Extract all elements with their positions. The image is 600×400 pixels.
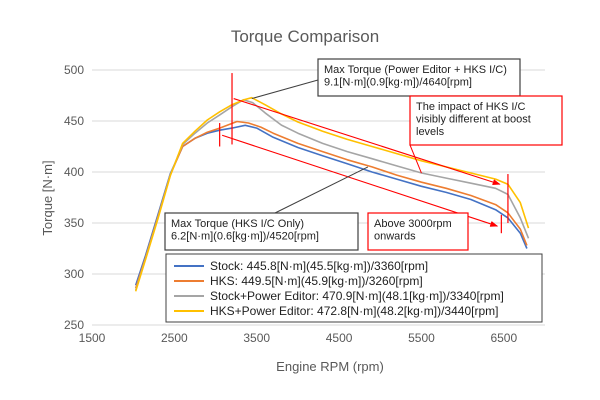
- y-tick-label: 300: [64, 267, 84, 281]
- annotation-box: [409, 95, 563, 146]
- annotation-text: levels: [416, 126, 445, 138]
- legend-label-3: Stock+Power Editor: 470.9[N·m](48.1[kg·m…: [210, 289, 504, 303]
- annotation-box: [317, 58, 521, 97]
- arrow-lower: [221, 134, 499, 227]
- connector-pe-hks: [251, 79, 319, 100]
- tick-labels: 250 300 350 400 450 500 1500 2500 3500 4500 5500 65…: [64, 63, 518, 345]
- annotation-box: [367, 212, 469, 251]
- connector-hks: [274, 166, 369, 214]
- connector-impact: [409, 144, 422, 174]
- x-axis-title: Engine RPM (rpm): [276, 359, 384, 374]
- annotation-text: Max Torque (Power Editor + HKS I/C): [324, 64, 507, 76]
- y-axis-title: Torque [N·m]: [40, 160, 55, 235]
- legend-box: [165, 253, 543, 323]
- annotation-text: 9.1[N·m](0.9[kg·m])/4640[rpm]: [324, 77, 472, 89]
- x-tick-label: 4500: [326, 331, 353, 345]
- chart-title: Torque Comparison: [231, 27, 379, 46]
- annotation-max-torque-hks: Max Torque (HKS I/C Only)6.2[N·m](0.6[kg…: [164, 212, 359, 251]
- annotation-box: [164, 212, 359, 251]
- legend-label-2: HKS: 449.5[N·m](45.9[kg·m])/3260[rpm]: [210, 274, 423, 288]
- annotation-text: 6.2[N·m](0.6[kg·m])/4520[rpm]: [171, 231, 319, 243]
- x-tick-label: 6500: [490, 331, 517, 345]
- annotation-text: Max Torque (HKS I/C Only): [171, 218, 304, 230]
- annotation-text: The impact of HKS I/C: [416, 101, 525, 113]
- x-tick-label: 5500: [408, 331, 435, 345]
- x-tick-label: 1500: [79, 331, 106, 345]
- y-tick-label: 350: [64, 216, 84, 230]
- y-tick-label: 450: [64, 114, 84, 128]
- annotation-text: visibly different at boost: [416, 114, 531, 126]
- legend-label-1: Stock: 445.8[N·m](45.5[kg·m])/3360[rpm]: [210, 259, 428, 273]
- annotation-text: Above 3000rpm: [374, 218, 452, 230]
- annotation-boxes: Max Torque (Power Editor + HKS I/C)9.1[N…: [164, 58, 563, 251]
- legend-label-4: HKS+Power Editor: 472.8[N·m](48.2[kg·m])…: [210, 304, 498, 318]
- y-tick-label: 250: [64, 318, 84, 332]
- y-tick-label: 400: [64, 165, 84, 179]
- x-tick-label: 2500: [161, 331, 188, 345]
- peak-markers: [219, 73, 509, 234]
- arrow-upper: [233, 98, 501, 185]
- legend: Stock: 445.8[N·m](45.5[kg·m])/3360[rpm]H…: [165, 253, 543, 323]
- annotation-connectors: [221, 79, 501, 227]
- x-tick-label: 3500: [243, 331, 270, 345]
- annotation-max-torque-pe-hks: Max Torque (Power Editor + HKS I/C)9.1[N…: [317, 58, 521, 97]
- annotation-text: onwards: [374, 231, 416, 243]
- y-tick-label: 500: [64, 63, 84, 77]
